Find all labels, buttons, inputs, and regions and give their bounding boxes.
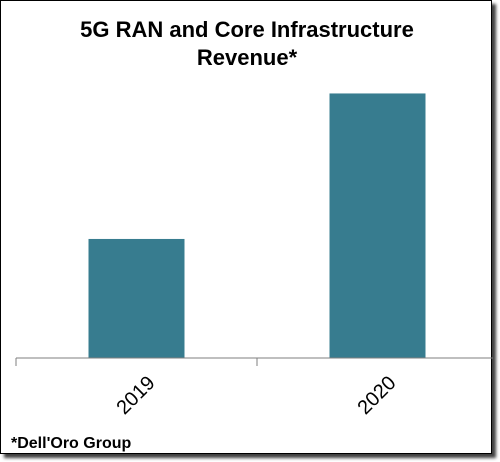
bar-chart: 2019 2020 bbox=[15, 93, 493, 419]
source-footnote: *Dell'Oro Group bbox=[11, 435, 132, 452]
x-axis-ticks bbox=[15, 358, 258, 366]
bars-group bbox=[88, 93, 426, 359]
x-axis-tick-labels: 2019 2020 bbox=[112, 372, 400, 419]
chart-frame: 5G RAN and Core Infrastructure Revenue* … bbox=[0, 0, 493, 454]
bar-2019 bbox=[88, 238, 185, 358]
chart-title: 5G RAN and Core Infrastructure Revenue* bbox=[1, 16, 493, 72]
bar-2020 bbox=[329, 93, 426, 359]
x-tick-label-2020: 2020 bbox=[353, 372, 400, 419]
chart-title-line-2: Revenue* bbox=[196, 45, 298, 70]
chart-title-line-1: 5G RAN and Core Infrastructure bbox=[80, 17, 414, 42]
x-tick-label-2019: 2019 bbox=[112, 372, 159, 419]
